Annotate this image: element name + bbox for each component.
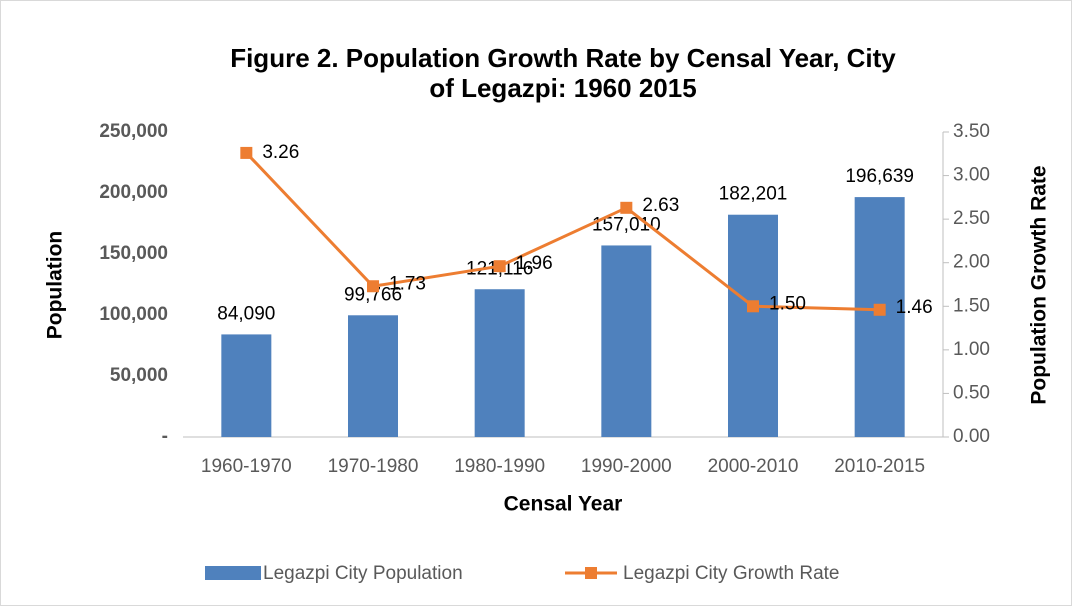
legend-label: Legazpi City Population [263, 563, 463, 584]
y-tick-label: - [162, 426, 168, 447]
y-tick-label: 250,000 [99, 121, 168, 142]
y2-tick-label: 3.50 [953, 121, 990, 142]
x-tick-label: 2010-2015 [834, 456, 925, 477]
marker [367, 280, 379, 293]
line [245, 151, 880, 312]
marker [493, 260, 506, 273]
bar [221, 334, 272, 437]
data-label: 1.73 [389, 273, 426, 294]
data-label: 196,639 [845, 166, 914, 187]
bar [474, 289, 525, 437]
data-label: 3.26 [262, 142, 299, 163]
y-tick-label: 50,000 [110, 365, 168, 386]
marker [873, 303, 886, 316]
y2-axis-title: Population Growth Rate [1028, 165, 1051, 404]
y2-tick-label: 1.00 [953, 339, 990, 360]
marker [240, 146, 253, 159]
data-label: 2.63 [642, 195, 679, 216]
y2-tick-label: 0.50 [953, 382, 990, 403]
data-label: 182,201 [719, 184, 788, 205]
legend-swatch [585, 567, 597, 579]
bar [854, 197, 905, 437]
marker [747, 300, 759, 313]
x-tick-label: 2000-2010 [708, 456, 799, 477]
marker [620, 201, 633, 214]
y2-tick-label: 2.00 [953, 252, 990, 273]
x-axis-title: Censal Year [504, 493, 623, 516]
legend-label: Legazpi City Growth Rate [623, 563, 840, 584]
y2-tick-label: 3.00 [953, 165, 990, 186]
chart-title: of Legazpi: 1960 2015 [429, 73, 696, 103]
x-tick-label: 1970-1980 [328, 456, 419, 477]
chart-title: Figure 2. Population Growth Rate by Cens… [230, 43, 896, 73]
bar [348, 315, 398, 437]
y2-tick-label: 1.50 [953, 295, 990, 316]
x-tick-label: 1980-1990 [454, 456, 545, 477]
data-label: 84,090 [217, 303, 275, 324]
x-tick-label: 1960-1970 [201, 456, 292, 477]
y2-tick-label: 2.50 [953, 208, 990, 229]
bar [601, 245, 652, 437]
data-label: 1.96 [516, 253, 553, 274]
bar [728, 214, 778, 437]
data-label: 1.46 [896, 297, 933, 318]
y-tick-label: 150,000 [99, 243, 168, 264]
y-axis-title: Population [44, 231, 67, 340]
data-label: 99,766 [344, 284, 402, 305]
y-tick-label: 200,000 [99, 182, 168, 203]
y-tick-label: 100,000 [99, 304, 168, 325]
x-tick-label: 1990-2000 [581, 456, 672, 477]
legend-swatch [205, 566, 261, 580]
data-label: 1.50 [769, 293, 806, 314]
y2-tick-label: 0.00 [953, 426, 990, 447]
